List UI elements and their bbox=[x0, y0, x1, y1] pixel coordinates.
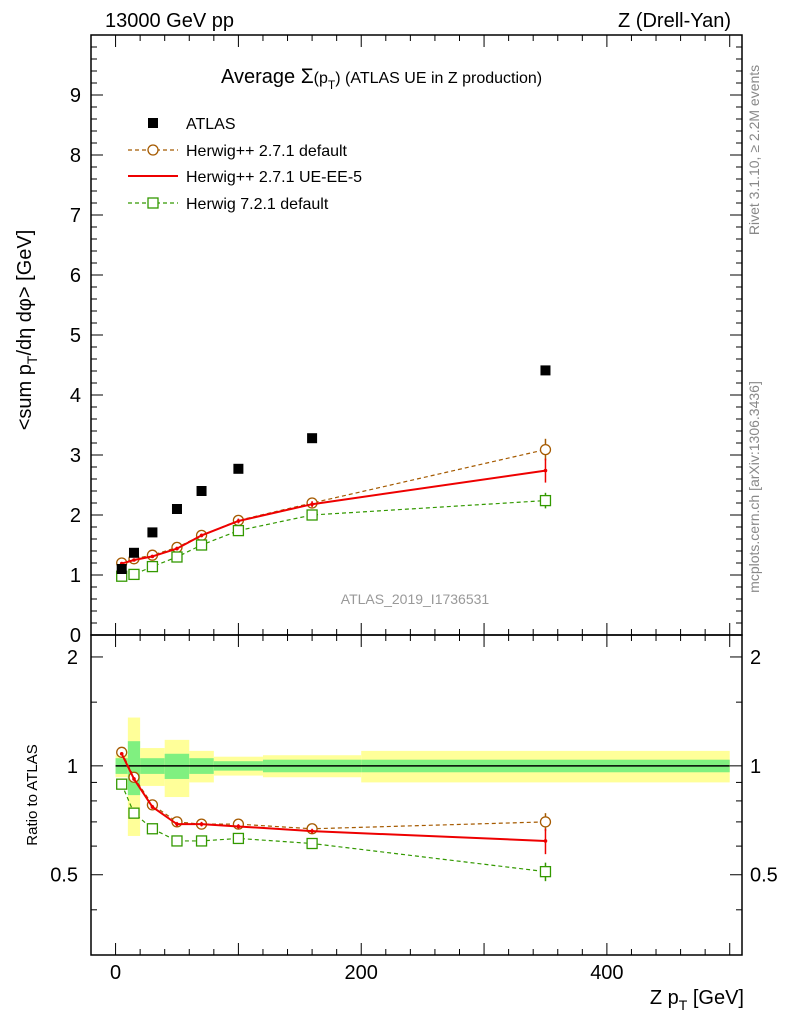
main-y-tick-label: 6 bbox=[70, 265, 81, 287]
ratio-herwig-2-7-1-ue-ee-5-point bbox=[310, 829, 314, 833]
main-herwig-7-2-1-default-point bbox=[232, 524, 245, 537]
ratio-herwig-2-7-1-ue-ee-5-point bbox=[119, 751, 124, 756]
main-title: Average Σ(pT) (ATLAS UE in Z production) bbox=[221, 65, 542, 92]
ratio-panel-frame bbox=[90, 634, 743, 956]
ratio-herwig-2-7-1-default-line bbox=[121, 752, 546, 830]
legend-marker-atlas bbox=[148, 118, 158, 128]
main-y-tick-label: 3 bbox=[70, 445, 81, 467]
ratio-herwig-7-2-1-default-point bbox=[539, 865, 552, 878]
main-atlas-point bbox=[116, 564, 127, 574]
main-atlas-point bbox=[196, 486, 207, 496]
ratio-herwig-7-2-1-default-point bbox=[232, 832, 245, 845]
ratio-y-tick-label-right: 2 bbox=[750, 647, 761, 669]
main-herwig-2-7-1-ue-ee-5-point bbox=[132, 558, 136, 562]
x-axis-label: Z pT [GeV] bbox=[650, 987, 744, 1013]
ratio-herwig-2-7-1-ue-ee-5-point bbox=[175, 822, 179, 826]
main-atlas-point bbox=[128, 547, 139, 558]
ratio-herwig-2-7-1-ue-ee-5-point bbox=[236, 824, 241, 829]
main-atlas-point bbox=[307, 433, 318, 444]
x-tick-label: 200 bbox=[345, 962, 378, 984]
main-herwig-2-7-1-ue-ee-5-point bbox=[543, 468, 548, 473]
main-herwig-2-7-1-ue-ee-5-point bbox=[175, 546, 179, 551]
main-y-tick-label: 4 bbox=[70, 385, 81, 407]
ratio-herwig-7-2-1-default-point bbox=[195, 835, 208, 847]
main-herwig-2-7-1-default-point bbox=[539, 443, 552, 456]
rivet-version-label: Rivet 3.1.10, ≥ 2.2M events bbox=[746, 65, 762, 235]
legend-label-herwig-ueee5: Herwig++ 2.7.1 UE-EE-5 bbox=[186, 169, 362, 186]
ratio-herwig-7-2-1-default-point bbox=[116, 778, 128, 790]
ratio-y-axis-label: Ratio to ATLAS bbox=[24, 744, 41, 845]
ratio-herwig-7-2-1-default-point bbox=[171, 835, 183, 847]
analysis-watermark: ATLAS_2019_I1736531 bbox=[341, 591, 490, 607]
main-herwig-2-7-1-ue-ee-5-point bbox=[310, 502, 314, 507]
mcplots-citation-label: mcplots.cern.ch [arXiv:1306.3436] bbox=[746, 381, 762, 593]
main-y-tick-label: 8 bbox=[70, 145, 81, 167]
main-y-tick-label: 0 bbox=[70, 625, 81, 647]
main-atlas-point bbox=[540, 365, 551, 376]
header-process-label: Z (Drell-Yan) bbox=[618, 10, 731, 32]
main-atlas-point bbox=[171, 504, 182, 514]
ratio-herwig-2-7-1-ue-ee-5-point bbox=[132, 777, 136, 781]
main-herwig-7-2-1-default-point bbox=[128, 568, 140, 581]
ratio-y-tick-label: 1 bbox=[67, 756, 78, 778]
main-herwig-2-7-1-ue-ee-5-point bbox=[199, 533, 204, 538]
ratio-herwig-7-2-1-default-point bbox=[128, 807, 140, 819]
x-tick-label: 0 bbox=[110, 962, 121, 984]
legend-label-herwig7: Herwig 7.2.1 default bbox=[186, 196, 329, 213]
main-herwig-2-7-1-ue-ee-5-point bbox=[236, 519, 241, 523]
main-herwig-7-2-1-default-point bbox=[146, 560, 159, 573]
main-atlas-point bbox=[147, 527, 158, 538]
ratio-y-tick-label-right: 0.5 bbox=[750, 865, 778, 887]
legend: ATLAS Herwig++ 2.7.1 default Herwig++ 2.… bbox=[128, 116, 362, 213]
main-y-tick-label: 2 bbox=[70, 505, 81, 527]
ratio-herwig-2-7-1-ue-ee-5-point bbox=[543, 839, 548, 843]
ratio-uncertainty-bands bbox=[115, 717, 730, 836]
main-atlas-point bbox=[233, 463, 244, 474]
main-y-axis-label: <sum pT/dη dφ> [GeV] bbox=[14, 230, 40, 431]
legend-label-atlas: ATLAS bbox=[186, 116, 236, 133]
main-herwig-7-2-1-default-line bbox=[121, 500, 546, 577]
main-herwig-2-7-1-ue-ee-5-line bbox=[121, 469, 546, 565]
ratio-herwig-2-7-1-ue-ee-5-line bbox=[120, 753, 546, 842]
header-energy-label: 13000 GeV pp bbox=[105, 10, 234, 32]
ratio-herwig-2-7-1-default-point bbox=[539, 816, 552, 828]
ratio-herwig-7-2-1-default-point bbox=[146, 823, 159, 835]
ratio-y-tick-label-right: 1 bbox=[750, 756, 761, 778]
legend-marker-herwig-default bbox=[147, 144, 159, 156]
ratio-y-tick-label: 2 bbox=[67, 647, 78, 669]
legend-marker-herwig7 bbox=[147, 197, 159, 209]
main-y-tick-label: 1 bbox=[70, 565, 81, 587]
ratio-herwig-7-2-1-default-point bbox=[306, 837, 318, 850]
main-y-tick-label: 7 bbox=[70, 205, 81, 227]
ratio-y-tick-label: 0.5 bbox=[50, 865, 78, 887]
x-tick-label: 400 bbox=[590, 962, 623, 984]
data-marks bbox=[116, 365, 552, 882]
main-herwig-7-2-1-default-point bbox=[306, 509, 318, 521]
main-y-tick-label: 9 bbox=[70, 85, 81, 107]
main-herwig-2-7-1-default-line bbox=[121, 449, 546, 564]
main-herwig-7-2-1-default-point bbox=[539, 494, 552, 507]
main-herwig-7-2-1-default-point bbox=[171, 551, 183, 563]
main-y-tick-label: 5 bbox=[70, 325, 81, 347]
ratio-herwig-2-7-1-ue-ee-5-point bbox=[150, 805, 155, 809]
legend-label-herwig-default: Herwig++ 2.7.1 default bbox=[186, 143, 348, 160]
main-herwig-2-7-1-ue-ee-5-point bbox=[150, 554, 155, 559]
main-herwig-7-2-1-default-point bbox=[195, 539, 208, 551]
ratio-herwig-2-7-1-ue-ee-5-point bbox=[199, 822, 204, 826]
axes-ticks: 0 200 400 0 1 2 3 4 5 6 7 8 9 0.5 0.5 1 1 2 2 bbox=[50, 34, 778, 984]
